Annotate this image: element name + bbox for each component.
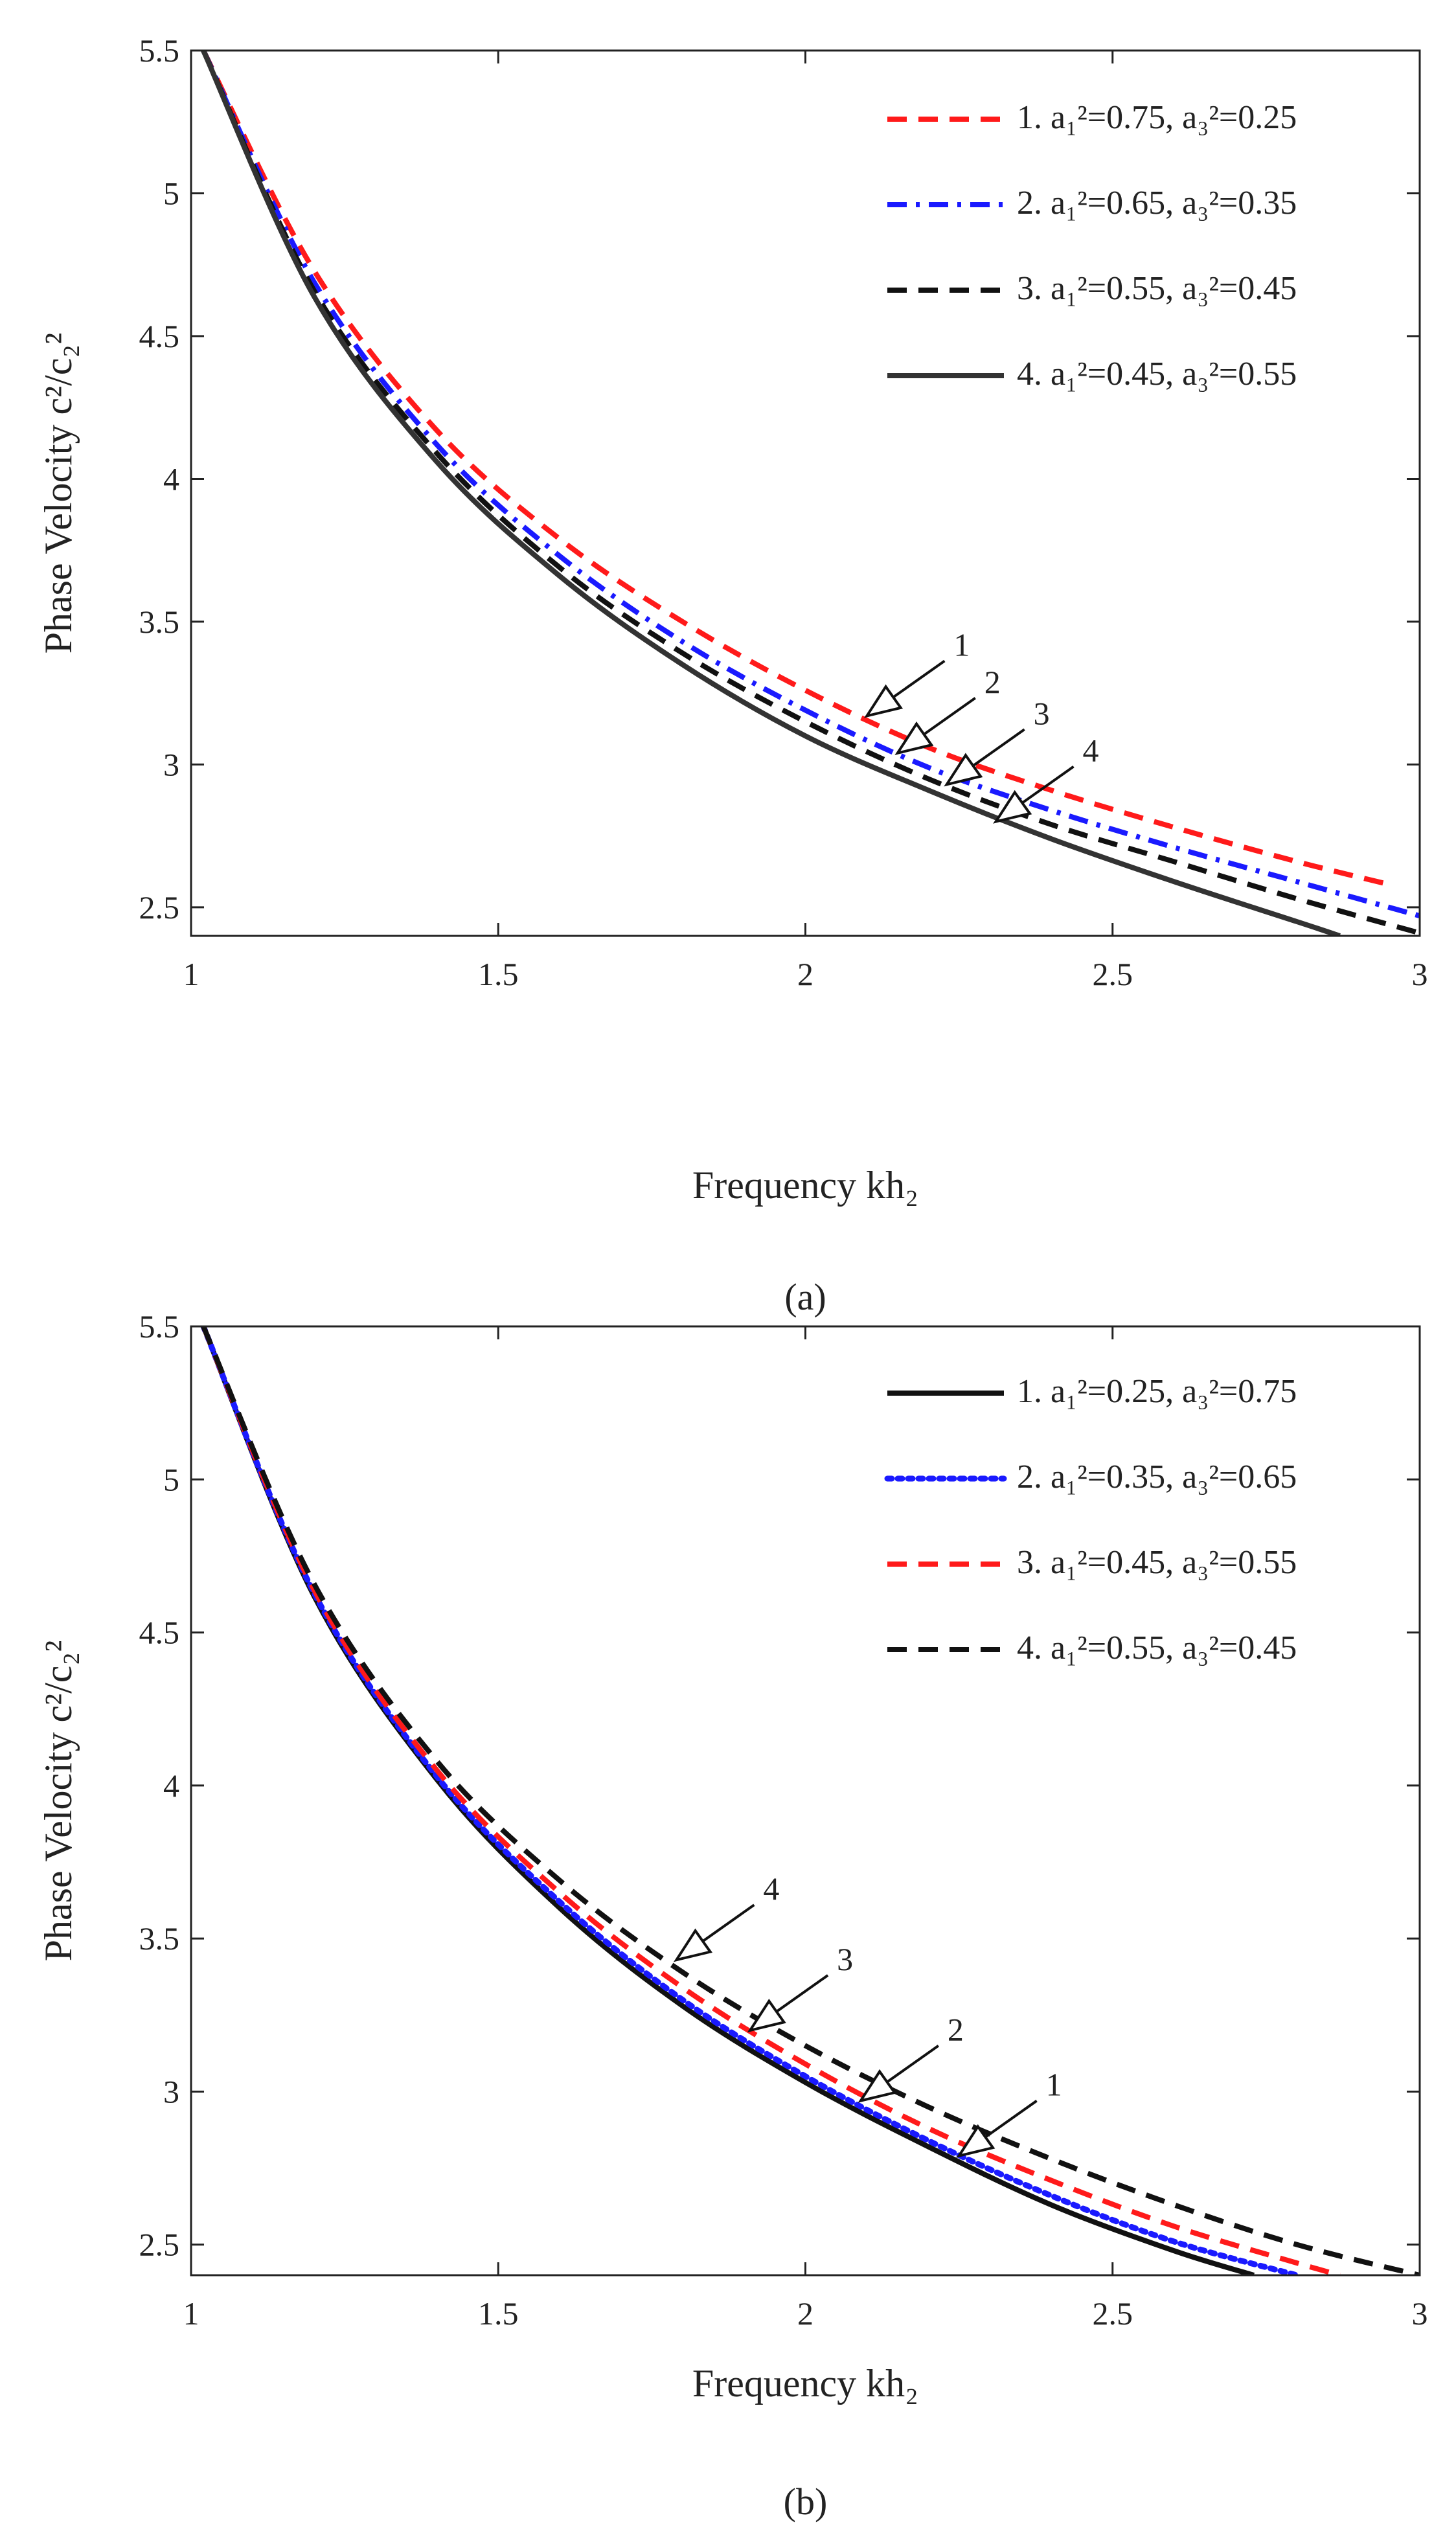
x-axis-label-a: Frequency kh₂ [692, 1164, 918, 1207]
y-tick-label-b: 3.5 [139, 1920, 180, 1957]
x-tick-label-b: 1 [183, 2295, 199, 2332]
x-tick-label-a: 3 [1412, 956, 1428, 992]
annotation-label-a-3: 3 [1034, 695, 1050, 731]
legend-label-a-3: 3. a₁²=0.55, a₃²=0.45 [1017, 270, 1297, 307]
annotation-arrowhead-b-2 [858, 2069, 897, 2103]
y-tick-label-a: 3.5 [139, 604, 180, 640]
y-axis-label-a: Phase Velocity c²/c₂² [37, 333, 80, 654]
plot-frame-a [190, 49, 1421, 937]
annotation-label-a-1: 1 [953, 626, 970, 663]
legend-label-a-2: 2. a₁²=0.65, a₃²=0.35 [1017, 185, 1297, 221]
x-tick-label-b: 2.5 [1093, 2295, 1133, 2332]
series-line-a-1 [201, 51, 1390, 887]
annotation-label-b-4: 4 [763, 1870, 779, 1907]
annotation-arrowhead-a-2 [894, 721, 934, 755]
annotation-arrowhead-a-3 [944, 753, 983, 787]
x-axis-label-b: Frequency kh₂ [692, 2362, 918, 2405]
y-tick-label-b: 5 [163, 1461, 179, 1497]
y-tick-label-b: 3 [163, 2073, 179, 2109]
series-line-a-3 [201, 51, 1420, 936]
x-tick-label-b: 2 [797, 2295, 813, 2332]
legend-label-b-4: 4. a₁²=0.55, a₃²=0.45 [1017, 1630, 1297, 1666]
y-tick-label-b: 5.5 [139, 1308, 180, 1345]
chart-panel-a: 1 1.5 2 2.5 3 2.5 3 3.5 4 4.5 5 5.5 1. a₁²=0.75, a₃… [37, 32, 1428, 1318]
y-tick-label-a: 3 [163, 746, 179, 782]
x-tick-label-b: 3 [1412, 2295, 1428, 2332]
annotation-label-b-3: 3 [837, 1941, 853, 1977]
annotation-arrowhead-a-4 [993, 789, 1032, 824]
legend-label-a-4: 4. a₁²=0.45, a₃²=0.55 [1017, 356, 1297, 392]
x-tick-label-a: 2.5 [1093, 956, 1133, 992]
annotation-label-a-2: 2 [984, 664, 1001, 700]
caption-a: (a) [784, 1276, 826, 1318]
y-tick-label-b: 4.5 [139, 1615, 180, 1651]
annotation-label-b-2: 2 [948, 2012, 964, 2048]
x-tick-label-a: 1.5 [478, 956, 519, 992]
series-line-b-4 [201, 1326, 1420, 2275]
annotation-label-a-4: 4 [1083, 733, 1099, 769]
y-axis-label-b: Phase Velocity c²/c₂² [37, 1641, 80, 1962]
y-tick-label-b: 4 [163, 1767, 179, 1804]
annotation-arrowhead-b-4 [673, 1928, 713, 1962]
y-tick-label-a: 4 [163, 460, 179, 497]
legend-a: 1. a₁²=0.75, a₃²=0.25 2. a₁²=0.65, a₃²=0.… [887, 99, 1297, 392]
y-tick-label-a: 4.5 [139, 318, 180, 354]
x-tick-label-b: 1.5 [478, 2295, 519, 2332]
caption-b: (b) [784, 2481, 828, 2523]
x-tick-label-a: 1 [183, 956, 199, 992]
chart-panel-b: 1 1.5 2 2.5 3 2.5 3 3.5 4 4.5 5 5.5 1. a₁²=0.25, a₃… [37, 1308, 1428, 2523]
annotation-arrowhead-b-3 [747, 1999, 786, 2033]
annotation-label-b-1: 1 [1046, 2067, 1062, 2103]
legend-label-b-1: 1. a₁²=0.25, a₃²=0.75 [1017, 1373, 1297, 1410]
y-tick-label-a: 5.5 [139, 32, 180, 69]
y-tick-label-b: 2.5 [139, 2227, 180, 2263]
y-tick-label-a: 2.5 [139, 889, 180, 926]
series-line-a-2 [201, 51, 1420, 918]
legend-label-b-2: 2. a₁²=0.35, a₃²=0.65 [1017, 1459, 1297, 1495]
y-tick-label-a: 5 [163, 175, 179, 211]
series-line-b-3 [201, 1326, 1341, 2275]
legend-b: 1. a₁²=0.25, a₃²=0.75 2. a₁²=0.35, a₃²=0.… [884, 1373, 1297, 1666]
annotation-arrowhead-a-1 [863, 684, 904, 718]
annotation-arrowhead-b-1 [956, 2124, 995, 2158]
legend-label-b-3: 3. a₁²=0.45, a₃²=0.55 [1017, 1544, 1297, 1581]
legend-label-a-1: 1. a₁²=0.75, a₃²=0.25 [1017, 99, 1297, 136]
x-tick-label-a: 2 [797, 956, 813, 992]
series-line-a-4 [201, 51, 1341, 936]
